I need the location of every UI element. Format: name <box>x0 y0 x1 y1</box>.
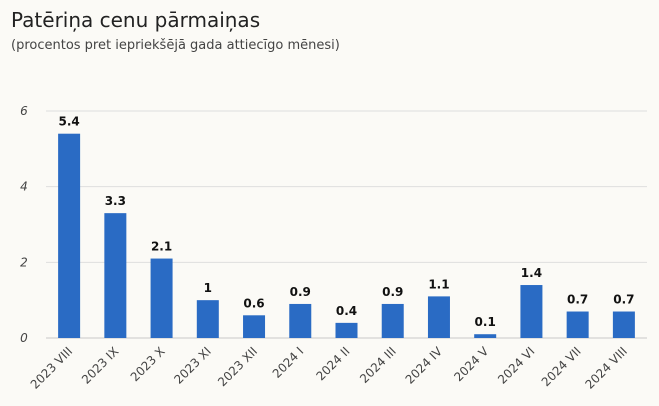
x-tick-label: 2023 XII <box>215 344 260 389</box>
data-label: 5.4 <box>58 115 79 129</box>
data-label: 3.3 <box>105 194 126 208</box>
data-label: 0.4 <box>336 304 357 318</box>
x-tick-label: 2024 I <box>270 344 307 381</box>
bar <box>566 311 589 338</box>
bar <box>289 303 312 338</box>
y-tick-label: 0 <box>20 331 28 345</box>
x-tick-label: 2024 IV <box>403 344 446 387</box>
bar <box>243 315 266 338</box>
y-tick-label: 6 <box>20 104 28 118</box>
data-label: 0.9 <box>290 285 311 299</box>
x-tick-label: 2024 VI <box>495 344 538 387</box>
bar <box>150 258 173 338</box>
data-label: 0.9 <box>382 285 403 299</box>
bar <box>427 296 450 338</box>
bar <box>104 213 127 338</box>
bar <box>196 300 219 338</box>
data-label: 0.7 <box>613 293 634 307</box>
y-tick-label: 4 <box>20 180 28 194</box>
x-tick-label: 2024 V <box>451 344 492 385</box>
bar <box>612 311 635 338</box>
bar <box>335 322 358 338</box>
x-tick-label: 2023 XI <box>171 344 214 387</box>
data-label: 0.6 <box>243 296 264 310</box>
data-label: 1 <box>204 281 212 295</box>
x-tick-label: 2023 VIII <box>28 344 76 392</box>
data-label: 2.1 <box>151 240 172 254</box>
x-tick-label: 2024 VII <box>539 344 584 389</box>
data-label: 1.1 <box>428 277 449 291</box>
bar <box>520 285 543 338</box>
x-tick-label: 2024 VIII <box>582 344 630 392</box>
x-tick-label: 2024 III <box>357 344 399 386</box>
bar <box>58 133 81 338</box>
y-tick-label: 2 <box>20 255 28 269</box>
data-label: 0.7 <box>567 293 588 307</box>
chart-subtitle: (procentos pret iepriekšējā gada attiecī… <box>11 38 340 53</box>
chart-title: Patēriņa cenu pārmaiņas <box>11 8 261 32</box>
bar <box>474 334 497 338</box>
data-label: 0.1 <box>475 315 496 329</box>
x-tick-label: 2023 X <box>128 344 168 384</box>
data-label: 1.4 <box>521 266 542 280</box>
x-tick-label: 2023 IX <box>79 344 122 387</box>
x-tick-label: 2024 II <box>313 344 352 383</box>
bar <box>381 303 404 338</box>
